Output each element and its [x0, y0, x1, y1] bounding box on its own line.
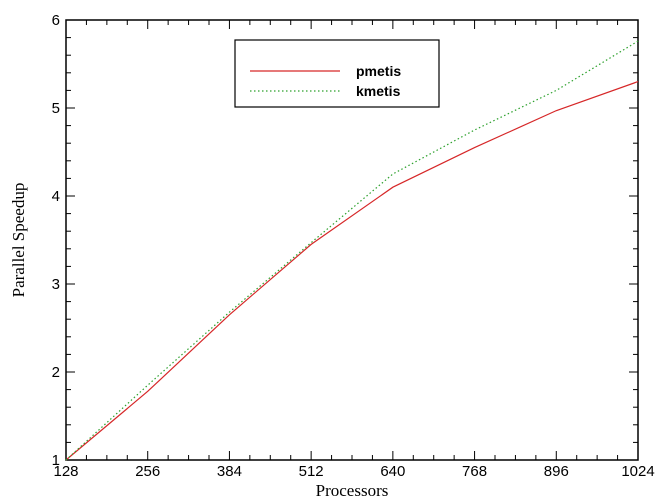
y-tick-label: 5	[52, 100, 60, 117]
series-line-kmetis	[65, 40, 639, 461]
y-tick-label: 6	[52, 12, 60, 29]
x-tick-label: 1024	[621, 463, 654, 480]
legend-label-kmetis: kmetis	[356, 83, 401, 99]
x-tick-label: 896	[544, 463, 569, 480]
legend-label-pmetis: pmetis	[356, 63, 401, 79]
x-tick-label: 512	[299, 463, 324, 480]
x-tick-label: 640	[380, 463, 405, 480]
x-axis-title: Processors	[316, 481, 389, 500]
tick-labels: 128 256 384 512 640 768 896 1024 1 2 3 4 5 6	[52, 12, 655, 480]
x-tick-label: 768	[462, 463, 487, 480]
y-tick-label: 1	[52, 452, 60, 469]
y-tick-label: 2	[52, 364, 60, 381]
series-lines	[65, 40, 639, 461]
x-tick-label: 256	[135, 463, 160, 480]
y-axis-title: Parallel Speedup	[9, 183, 28, 298]
y-tick-label: 3	[52, 276, 60, 293]
y-tick-label: 4	[52, 188, 60, 205]
x-tick-label: 384	[217, 463, 242, 480]
legend: pmetis kmetis	[234, 39, 440, 108]
x-tick-label: 128	[53, 463, 78, 480]
legend-box	[234, 39, 440, 108]
series-line-pmetis	[65, 81, 639, 461]
ticks	[65, 19, 639, 461]
